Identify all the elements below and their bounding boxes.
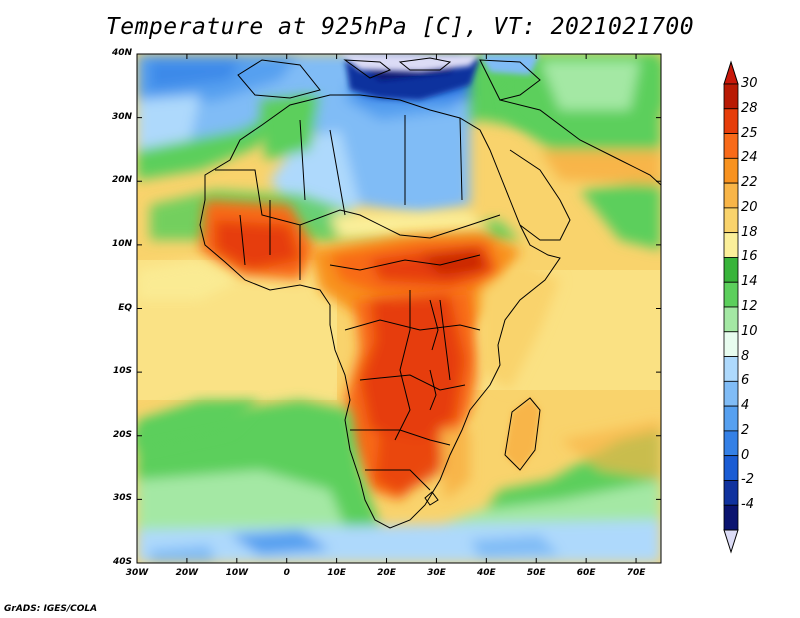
- colorbar-swatch: [723, 306, 739, 333]
- lon-tick-label: 30W: [125, 568, 149, 578]
- colorbar-label: 25: [741, 125, 758, 141]
- colorbar-over-triangle: [723, 60, 739, 85]
- temperature-field: [137, 54, 661, 563]
- colorbar-swatch: [723, 157, 739, 184]
- lat-tick-label: 30S: [112, 493, 132, 504]
- colorbar-under-triangle: [723, 529, 739, 554]
- colorbar-label: 6: [741, 373, 750, 389]
- lon-tick-label: 10E: [327, 568, 346, 578]
- colorbar-swatch: [723, 331, 739, 357]
- colorbar-swatch: [723, 207, 739, 234]
- colorbar-label: 28: [741, 100, 758, 116]
- lat-tick-label: 40N: [111, 48, 132, 58]
- colorbar-label: 22: [741, 175, 758, 191]
- lat-tick-label: 20N: [111, 175, 132, 186]
- colorbar-label: -2: [741, 472, 754, 488]
- colorbar-swatch: [723, 257, 739, 283]
- map-title: Temperature at 925hPa [C], VT: 202102170…: [105, 14, 695, 40]
- colorbar-label: 10: [741, 323, 758, 339]
- colorbar-swatch: [723, 281, 739, 308]
- colorbar-label: 16: [741, 249, 758, 265]
- colorbar-swatch: [723, 232, 739, 258]
- colorbar-swatch: [723, 83, 739, 110]
- lat-tick-label: 10S: [112, 366, 132, 377]
- lon-tick-label: 20E: [377, 568, 396, 578]
- lat-tick-label: 10N: [111, 238, 132, 249]
- colorbar-swatch: [723, 405, 739, 432]
- colorbar-label: 24: [741, 150, 758, 166]
- lat-tick-label: 20S: [112, 429, 132, 440]
- grads-credit: GrADS: IGES/COLA: [4, 604, 98, 614]
- lat-tick-label: 40S: [112, 557, 132, 567]
- colorbar-label: 2: [741, 422, 750, 438]
- coastline-overlay: [199, 57, 661, 529]
- colorbar-swatch: [723, 455, 739, 481]
- lon-tick-label: 10W: [225, 568, 249, 578]
- lon-tick-label: 60E: [576, 568, 596, 578]
- colorbar-swatch: [723, 356, 739, 382]
- colorbar: [723, 60, 739, 554]
- lon-tick-label: 70E: [626, 568, 646, 578]
- lon-tick-label: 20W: [175, 568, 199, 578]
- colorbar-label: 30: [741, 76, 758, 91]
- lat-tick-label: 30N: [111, 111, 132, 122]
- axis-tickmarks: [136, 53, 661, 564]
- colorbar-label: 4: [741, 398, 750, 414]
- lon-tick-label: 30E: [427, 568, 446, 578]
- colorbar-swatch: [723, 133, 739, 159]
- lon-tick-label: 0: [283, 568, 290, 578]
- colorbar-label: 14: [741, 274, 758, 290]
- colorbar-swatch: [723, 182, 739, 209]
- colorbar-swatch: [723, 430, 739, 457]
- colorbar-label: 12: [741, 299, 758, 314]
- colorbar-swatch: [723, 480, 739, 506]
- lat-tick-label: EQ: [118, 302, 132, 313]
- colorbar-label: -4: [741, 497, 754, 513]
- colorbar-swatch: [723, 108, 739, 134]
- colorbar-label: 20: [741, 199, 758, 215]
- lon-tick-label: 50E: [526, 568, 546, 578]
- colorbar-label: 8: [741, 348, 750, 364]
- colorbar-label: 0: [741, 447, 750, 463]
- colorbar-swatch: [723, 380, 739, 407]
- colorbar-label: 18: [741, 224, 758, 240]
- colorbar-swatch: [723, 504, 739, 531]
- lon-tick-label: 40E: [476, 568, 496, 578]
